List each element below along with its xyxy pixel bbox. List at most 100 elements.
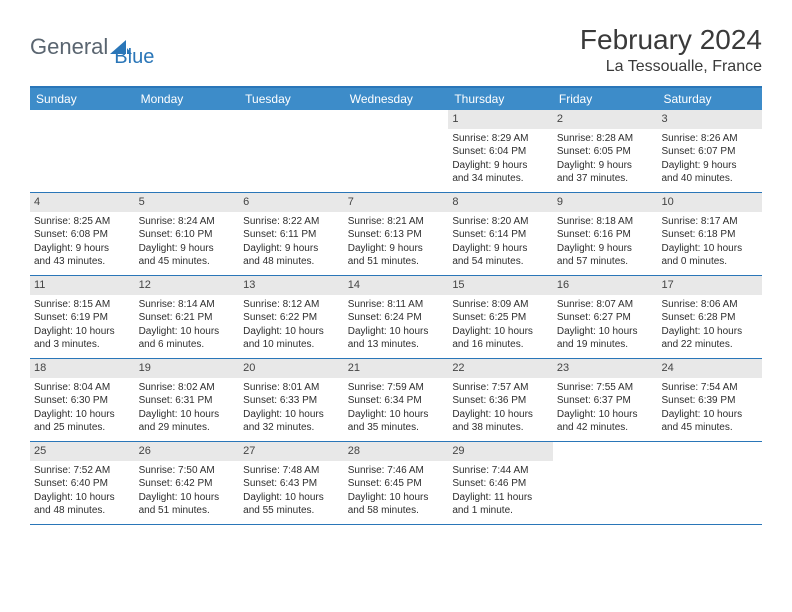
day-cell: 15Sunrise: 8:09 AMSunset: 6:25 PMDayligh… [448, 276, 553, 358]
day-dl2: and 42 minutes. [557, 421, 654, 435]
weekday-header-friday: Friday [553, 88, 658, 110]
day-dl1: Daylight: 10 hours [243, 325, 340, 339]
day-dl1: Daylight: 9 hours [452, 159, 549, 173]
day-dl1: Daylight: 10 hours [348, 408, 445, 422]
day-dl2: and 35 minutes. [348, 421, 445, 435]
day-sunrise: Sunrise: 8:26 AM [661, 132, 758, 146]
day-dl1: Daylight: 10 hours [34, 325, 131, 339]
day-sunset: Sunset: 6:45 PM [348, 477, 445, 491]
day-sunrise: Sunrise: 8:02 AM [139, 381, 236, 395]
header: General Blue February 2024 La Tessoualle… [30, 24, 762, 76]
day-sunset: Sunset: 6:39 PM [661, 394, 758, 408]
day-sunrise: Sunrise: 8:06 AM [661, 298, 758, 312]
day-dl1: Daylight: 10 hours [557, 325, 654, 339]
day-dl2: and 6 minutes. [139, 338, 236, 352]
day-number: 25 [30, 442, 135, 461]
day-sunset: Sunset: 6:27 PM [557, 311, 654, 325]
day-dl1: Daylight: 10 hours [661, 408, 758, 422]
logo: General Blue [30, 24, 154, 69]
day-dl1: Daylight: 10 hours [139, 408, 236, 422]
day-cell [239, 110, 344, 192]
day-cell: 6Sunrise: 8:22 AMSunset: 6:11 PMDaylight… [239, 193, 344, 275]
day-dl1: Daylight: 9 hours [139, 242, 236, 256]
day-dl2: and 58 minutes. [348, 504, 445, 518]
day-dl1: Daylight: 10 hours [348, 325, 445, 339]
weekday-header-wednesday: Wednesday [344, 88, 449, 110]
day-number: 28 [344, 442, 449, 461]
day-dl1: Daylight: 10 hours [139, 491, 236, 505]
weekday-header-sunday: Sunday [30, 88, 135, 110]
day-sunrise: Sunrise: 8:29 AM [452, 132, 549, 146]
day-sunset: Sunset: 6:46 PM [452, 477, 549, 491]
day-cell: 23Sunrise: 7:55 AMSunset: 6:37 PMDayligh… [553, 359, 658, 441]
day-cell [553, 442, 658, 524]
day-sunrise: Sunrise: 8:20 AM [452, 215, 549, 229]
weekday-header-monday: Monday [135, 88, 240, 110]
day-sunrise: Sunrise: 8:18 AM [557, 215, 654, 229]
day-sunset: Sunset: 6:13 PM [348, 228, 445, 242]
day-sunset: Sunset: 6:07 PM [661, 145, 758, 159]
day-dl1: Daylight: 10 hours [452, 325, 549, 339]
day-sunrise: Sunrise: 7:44 AM [452, 464, 549, 478]
day-dl1: Daylight: 10 hours [557, 408, 654, 422]
day-dl2: and 38 minutes. [452, 421, 549, 435]
day-sunrise: Sunrise: 8:09 AM [452, 298, 549, 312]
day-sunset: Sunset: 6:11 PM [243, 228, 340, 242]
day-sunset: Sunset: 6:34 PM [348, 394, 445, 408]
day-dl1: Daylight: 9 hours [557, 159, 654, 173]
weeks-container: 1Sunrise: 8:29 AMSunset: 6:04 PMDaylight… [30, 110, 762, 525]
day-dl2: and 29 minutes. [139, 421, 236, 435]
day-sunrise: Sunrise: 8:11 AM [348, 298, 445, 312]
day-number: 18 [30, 359, 135, 378]
day-number: 3 [657, 110, 762, 129]
day-cell: 5Sunrise: 8:24 AMSunset: 6:10 PMDaylight… [135, 193, 240, 275]
day-cell: 14Sunrise: 8:11 AMSunset: 6:24 PMDayligh… [344, 276, 449, 358]
day-sunset: Sunset: 6:18 PM [661, 228, 758, 242]
day-sunset: Sunset: 6:19 PM [34, 311, 131, 325]
month-title: February 2024 [580, 24, 762, 56]
day-sunset: Sunset: 6:40 PM [34, 477, 131, 491]
day-cell: 17Sunrise: 8:06 AMSunset: 6:28 PMDayligh… [657, 276, 762, 358]
day-number: 7 [344, 193, 449, 212]
day-number: 26 [135, 442, 240, 461]
day-dl2: and 45 minutes. [661, 421, 758, 435]
day-sunrise: Sunrise: 8:01 AM [243, 381, 340, 395]
day-number: 23 [553, 359, 658, 378]
day-sunrise: Sunrise: 8:14 AM [139, 298, 236, 312]
day-number: 17 [657, 276, 762, 295]
day-sunrise: Sunrise: 7:54 AM [661, 381, 758, 395]
location: La Tessoualle, France [580, 58, 762, 76]
day-cell [30, 110, 135, 192]
day-dl2: and 10 minutes. [243, 338, 340, 352]
day-dl1: Daylight: 10 hours [243, 491, 340, 505]
day-number: 22 [448, 359, 553, 378]
day-number: 12 [135, 276, 240, 295]
day-sunrise: Sunrise: 8:21 AM [348, 215, 445, 229]
day-dl2: and 54 minutes. [452, 255, 549, 269]
day-sunset: Sunset: 6:25 PM [452, 311, 549, 325]
day-dl2: and 0 minutes. [661, 255, 758, 269]
day-number: 5 [135, 193, 240, 212]
day-dl2: and 16 minutes. [452, 338, 549, 352]
day-sunrise: Sunrise: 7:55 AM [557, 381, 654, 395]
day-dl1: Daylight: 9 hours [557, 242, 654, 256]
day-sunset: Sunset: 6:04 PM [452, 145, 549, 159]
day-sunset: Sunset: 6:05 PM [557, 145, 654, 159]
day-number: 4 [30, 193, 135, 212]
day-dl1: Daylight: 9 hours [348, 242, 445, 256]
day-sunrise: Sunrise: 7:46 AM [348, 464, 445, 478]
day-sunrise: Sunrise: 8:24 AM [139, 215, 236, 229]
day-sunrise: Sunrise: 7:59 AM [348, 381, 445, 395]
day-cell: 8Sunrise: 8:20 AMSunset: 6:14 PMDaylight… [448, 193, 553, 275]
weekday-header-thursday: Thursday [448, 88, 553, 110]
logo-text-general: General [30, 34, 108, 60]
day-dl2: and 32 minutes. [243, 421, 340, 435]
day-dl2: and 51 minutes. [348, 255, 445, 269]
day-number: 9 [553, 193, 658, 212]
day-number: 29 [448, 442, 553, 461]
day-sunset: Sunset: 6:42 PM [139, 477, 236, 491]
day-cell: 21Sunrise: 7:59 AMSunset: 6:34 PMDayligh… [344, 359, 449, 441]
day-sunrise: Sunrise: 8:07 AM [557, 298, 654, 312]
day-dl2: and 37 minutes. [557, 172, 654, 186]
week-row: 25Sunrise: 7:52 AMSunset: 6:40 PMDayligh… [30, 442, 762, 525]
